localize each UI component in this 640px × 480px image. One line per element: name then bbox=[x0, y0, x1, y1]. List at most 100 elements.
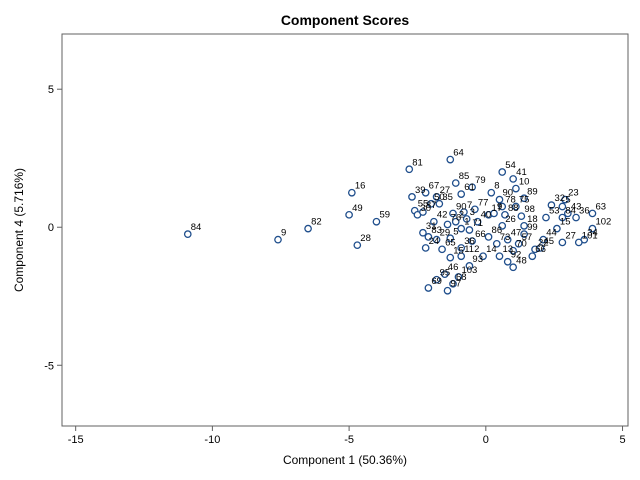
point-label: 87 bbox=[426, 200, 437, 211]
point-label: 9 bbox=[281, 228, 286, 239]
point-label: 5 bbox=[453, 226, 458, 237]
x-tick-label: -10 bbox=[204, 434, 220, 446]
data-point bbox=[465, 262, 474, 270]
data-point bbox=[468, 183, 476, 192]
data-point bbox=[457, 190, 466, 198]
data-point bbox=[427, 199, 435, 208]
data-point bbox=[490, 209, 498, 218]
point-label: 27 bbox=[440, 185, 451, 196]
data-point bbox=[495, 195, 504, 204]
data-point bbox=[419, 228, 427, 237]
data-point bbox=[424, 284, 433, 292]
data-point bbox=[421, 188, 430, 197]
point-label: 27 bbox=[565, 230, 576, 241]
point-label: 26 bbox=[505, 214, 516, 225]
data-point bbox=[471, 205, 479, 214]
data-point bbox=[473, 217, 482, 226]
data-point bbox=[451, 179, 460, 187]
point-label: 64 bbox=[453, 148, 464, 159]
y-tick-label: 5 bbox=[48, 84, 54, 96]
x-axis: -15 -10 -5 0 5 bbox=[68, 426, 626, 446]
point-label: 90 bbox=[456, 201, 467, 212]
x-tick-label: 0 bbox=[483, 434, 489, 446]
point-label: 18 bbox=[527, 214, 538, 225]
data-point bbox=[558, 202, 567, 211]
point-label: 22 bbox=[538, 237, 549, 248]
data-point bbox=[531, 245, 539, 254]
point-label: 85 bbox=[459, 171, 470, 182]
data-point bbox=[372, 217, 381, 226]
y-tick-label: 0 bbox=[48, 222, 54, 234]
point-label: 13 bbox=[502, 244, 513, 255]
point-label: 42 bbox=[437, 210, 448, 221]
point-label: 99 bbox=[527, 222, 538, 233]
data-point bbox=[520, 194, 528, 203]
data-point bbox=[449, 209, 457, 218]
point-label: 54 bbox=[505, 160, 516, 171]
point-label: 78 bbox=[505, 195, 516, 206]
point-label: 15 bbox=[560, 217, 571, 228]
data-point bbox=[503, 257, 512, 266]
data-point bbox=[432, 235, 441, 244]
data-point bbox=[528, 252, 537, 261]
data-point bbox=[449, 279, 457, 288]
data-point bbox=[457, 252, 466, 261]
data-point bbox=[509, 263, 518, 272]
point-label: 2 bbox=[459, 210, 464, 221]
y-axis: -5 0 5 bbox=[44, 84, 62, 372]
data-point bbox=[498, 222, 507, 230]
data-point bbox=[347, 188, 356, 197]
point-label: 34 bbox=[587, 228, 598, 239]
point-label: 53 bbox=[549, 206, 560, 217]
data-point bbox=[438, 245, 446, 254]
point-label: 65 bbox=[445, 237, 456, 248]
data-point bbox=[440, 270, 449, 279]
data-point bbox=[468, 237, 476, 245]
point-label: 77 bbox=[478, 197, 489, 208]
point-label: 101 bbox=[582, 230, 598, 241]
point-label: 76 bbox=[451, 212, 462, 223]
point-label: 69 bbox=[431, 276, 442, 287]
point-label: 16 bbox=[355, 181, 366, 192]
data-point bbox=[443, 220, 452, 229]
point-label: 36 bbox=[579, 206, 590, 217]
point-label: 24 bbox=[429, 236, 440, 247]
point-label: 46 bbox=[448, 262, 459, 273]
data-point bbox=[479, 252, 487, 261]
data-point bbox=[588, 209, 597, 218]
point-label: 40 bbox=[481, 210, 492, 221]
data-point bbox=[558, 238, 567, 247]
data-point bbox=[405, 165, 414, 174]
point-label: 55 bbox=[418, 199, 429, 210]
x-axis-label: Component 1 (50.36%) bbox=[283, 453, 407, 467]
point-label: 48 bbox=[516, 255, 527, 266]
point-label: 90 bbox=[502, 188, 513, 199]
point-label: 49 bbox=[352, 203, 363, 214]
point-label: 83 bbox=[431, 225, 442, 236]
point-label: 31 bbox=[426, 221, 437, 232]
data-point bbox=[495, 252, 504, 261]
point-label: 23 bbox=[568, 188, 579, 199]
data-point bbox=[443, 286, 452, 295]
data-point bbox=[509, 175, 518, 183]
data-point bbox=[408, 193, 416, 201]
data-point bbox=[183, 230, 192, 238]
data-point bbox=[487, 188, 496, 197]
point-label: 88 bbox=[508, 203, 519, 214]
point-label: 79 bbox=[475, 175, 486, 186]
data-point bbox=[547, 201, 556, 210]
data-point bbox=[353, 241, 362, 250]
data-point bbox=[457, 244, 466, 252]
point-label: 81 bbox=[412, 157, 423, 168]
data-point bbox=[563, 209, 572, 218]
point-label: 82 bbox=[311, 217, 322, 228]
point-label: 28 bbox=[360, 233, 371, 244]
data-point bbox=[561, 195, 569, 204]
point-label: 93 bbox=[472, 254, 483, 265]
data-point bbox=[514, 239, 523, 248]
data-point bbox=[512, 184, 520, 193]
point-label: 103 bbox=[461, 265, 477, 276]
point-label: 7 bbox=[467, 200, 472, 211]
point-label: 102 bbox=[595, 217, 611, 228]
